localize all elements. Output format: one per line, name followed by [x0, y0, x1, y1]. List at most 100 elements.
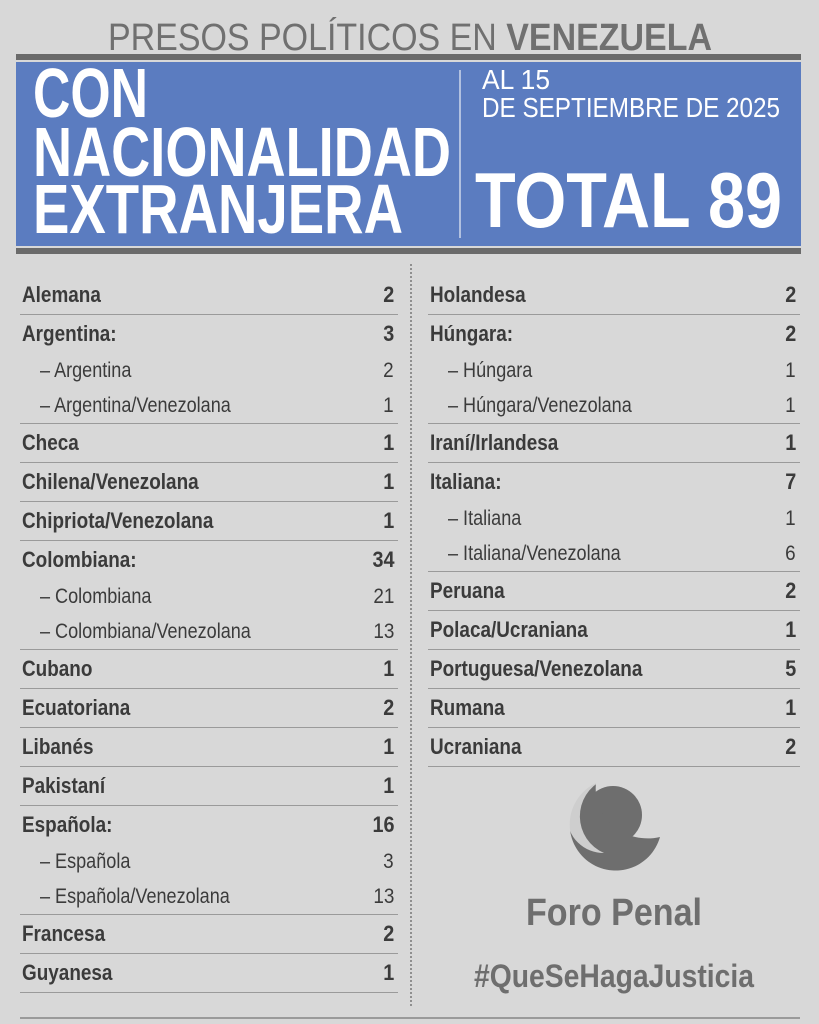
nationality-group-colombiana: Colombiana: 34 – Colombiana 21 – Colombiana/…	[20, 541, 398, 650]
nationality-label: Chilena/Venezolana	[22, 469, 199, 494]
bottom-divider	[20, 1017, 800, 1019]
sub-count-value: 1	[785, 506, 796, 530]
nationality-label: Iraní/Irlandesa	[430, 430, 559, 455]
sub-row: – Colombiana/Venezolana 13	[20, 614, 398, 649]
sub-row: – Argentina/Venezolana 1	[20, 388, 398, 423]
count-value: 3	[382, 321, 394, 346]
sub-row: – Húngara/Venezolana 1	[428, 388, 800, 423]
nationality-group-rumana: Rumana 1	[428, 689, 800, 728]
table-row: Chilena/Venezolana 1	[20, 463, 398, 501]
date-line-2: DE SEPTIEMBRE DE 2025	[482, 92, 780, 123]
nationality-group-argentina: Argentina: 3 – Argentina 2 – Argentina/Venez…	[20, 315, 398, 424]
total-count: TOTAL 89	[475, 156, 782, 244]
table-row: Italiana: 7	[428, 463, 800, 501]
nationality-group-chilena-venezolana: Chilena/Venezolana 1	[20, 463, 398, 502]
count-value: 2	[382, 921, 394, 946]
count-value: 16	[371, 812, 394, 837]
subtitle-line-1: CON	[33, 54, 148, 132]
sub-count-value: 13	[372, 884, 394, 908]
table-row: Iraní/Irlandesa 1	[428, 424, 800, 462]
sub-row: – Italiana 1	[428, 501, 800, 536]
count-value: 2	[784, 578, 796, 603]
nationality-label: Chipriota/Venezolana	[22, 508, 214, 533]
sub-row: – Italiana/Venezolana 6	[428, 536, 800, 571]
banner-background	[16, 62, 801, 246]
nationality-group-espanola: Española: 16 – Española 3 – Española/Venezol…	[20, 806, 398, 915]
header-banner: PRESOS POLÍTICOS EN VENEZUELA CON NACION…	[16, 16, 801, 254]
count-value: 1	[382, 734, 394, 759]
sub-nationality-label: – Española	[40, 849, 131, 873]
date-line-1: AL 15	[482, 64, 550, 95]
nationality-label: Húngara:	[430, 321, 514, 346]
count-value: 1	[382, 508, 394, 533]
table-row: Portuguesa/Venezolana 5	[428, 650, 800, 688]
nationality-group-holandesa: Holandesa 2	[428, 276, 800, 315]
nationality-group-portuguesa-venezolana: Portuguesa/Venezolana 5	[428, 650, 800, 689]
count-value: 2	[382, 695, 394, 720]
table-row: Francesa 2	[20, 915, 398, 953]
table-row: Cubano 1	[20, 650, 398, 688]
nationality-group-ucraniana: Ucraniana 2	[428, 728, 800, 767]
nationality-label: Argentina:	[22, 321, 117, 346]
nationality-label: Peruana	[430, 578, 505, 603]
table-row: Libanés 1	[20, 728, 398, 766]
foro-penal-logo: Foro Penal #QueSeHagaJusticia	[474, 780, 754, 994]
nationality-label: Rumana	[430, 695, 505, 720]
nationality-group-hungara: Húngara: 2 – Húngara 1 – Húngara/Venezolana 1	[428, 315, 800, 424]
table-row: Argentina: 3	[20, 315, 398, 353]
nationality-group-peruana: Peruana 2	[428, 572, 800, 611]
table-row: Peruana 2	[428, 572, 800, 610]
count-value: 2	[382, 282, 394, 307]
sub-count-value: 21	[372, 584, 394, 608]
nationality-label: Ucraniana	[430, 734, 522, 759]
table-row: Española: 16	[20, 806, 398, 844]
count-value: 1	[382, 430, 394, 455]
nationality-label: Portuguesa/Venezolana	[430, 656, 643, 681]
table-row: Polaca/Ucraniana 1	[428, 611, 800, 649]
subtitle-line-2: NACIONALIDAD	[33, 113, 451, 191]
subtitle-line-3: EXTRANJERA	[33, 170, 403, 248]
nationality-label: Ecuatoriana	[22, 695, 131, 720]
nationality-group-ecuatoriana: Ecuatoriana 2	[20, 689, 398, 728]
sub-nationality-label: – Húngara/Venezolana	[448, 393, 632, 417]
count-value: 2	[784, 734, 796, 759]
logo-name: Foro Penal	[526, 892, 702, 934]
nationality-label: Polaca/Ucraniana	[430, 617, 588, 642]
sub-count-value: 6	[785, 541, 796, 565]
sub-count-value: 1	[785, 358, 796, 382]
nationality-group-italiana: Italiana: 7 – Italiana 1 – Italiana/Venezola…	[428, 463, 800, 572]
sub-count-value: 1	[785, 393, 796, 417]
count-value: 34	[371, 547, 394, 572]
sub-row: – Española/Venezolana 13	[20, 879, 398, 914]
table-row: Holandesa 2	[428, 276, 800, 314]
crescent-circle-logo-icon	[566, 780, 660, 871]
sub-count-value: 13	[372, 619, 394, 643]
nationality-label: Francesa	[22, 921, 106, 946]
count-value: 1	[382, 960, 394, 985]
nationality-label: Alemana	[22, 282, 101, 307]
sub-nationality-label: – Colombiana	[40, 584, 152, 608]
sub-nationality-label: – Italiana	[448, 506, 522, 530]
sub-nationality-label: – Húngara	[448, 358, 533, 382]
left-nationality-list: Alemana 2 Argentina: 3– Argentina 2– Argenti…	[20, 276, 398, 993]
nationality-group-alemana: Alemana 2	[20, 276, 398, 315]
nationality-label: Pakistaní	[22, 773, 106, 798]
sub-nationality-label: – Argentina/Venezolana	[40, 393, 231, 417]
count-value: 1	[382, 773, 394, 798]
sub-count-value: 1	[383, 393, 394, 417]
nationality-label: Cubano	[22, 656, 93, 681]
count-value: 2	[784, 282, 796, 307]
nationality-label: Libanés	[22, 734, 94, 759]
nationality-group-guyanesa: Guyanesa 1	[20, 954, 398, 993]
nationality-group-libanes: Libanés 1	[20, 728, 398, 767]
nationality-group-checa: Checa 1	[20, 424, 398, 463]
sub-row: – Argentina 2	[20, 353, 398, 388]
nationality-label: Holandesa	[430, 282, 526, 307]
sub-nationality-label: – Italiana/Venezolana	[448, 541, 621, 565]
table-row: Alemana 2	[20, 276, 398, 314]
count-value: 5	[784, 656, 796, 681]
hashtag: #QueSeHagaJusticia	[474, 958, 754, 994]
nationality-label: Colombiana:	[22, 547, 137, 572]
nationality-label: Española:	[22, 812, 113, 837]
count-value: 1	[382, 656, 394, 681]
